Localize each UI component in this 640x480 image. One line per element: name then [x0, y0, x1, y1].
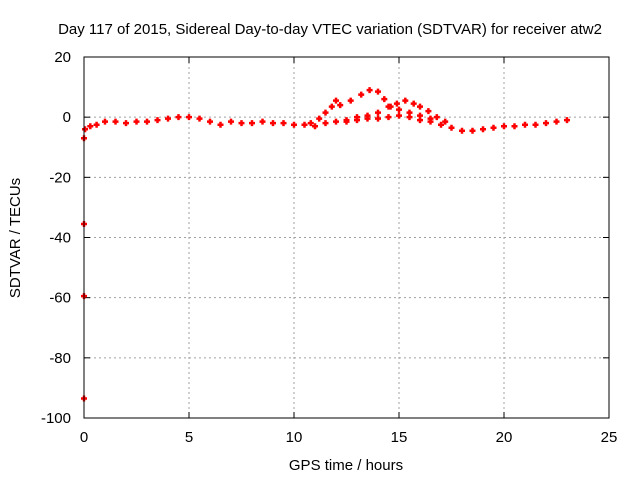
data-point	[427, 115, 434, 122]
data-point	[354, 114, 360, 121]
data-point	[207, 118, 213, 125]
data-point	[259, 118, 266, 125]
x-tick-label: 5	[185, 429, 193, 446]
data-point	[396, 106, 402, 113]
data-point	[480, 126, 486, 133]
data-point	[442, 118, 449, 125]
data-point	[280, 120, 287, 127]
data-point	[133, 118, 140, 125]
data-point	[112, 118, 119, 125]
data-point	[238, 120, 245, 127]
data-point	[322, 120, 329, 127]
y-tick-label: -80	[49, 350, 71, 367]
data-point	[154, 117, 161, 124]
data-point	[375, 115, 381, 122]
data-point	[228, 118, 234, 125]
data-point	[438, 121, 444, 128]
data-point	[358, 91, 365, 98]
data-point	[393, 100, 400, 107]
data-point	[396, 112, 402, 119]
data-point	[385, 103, 392, 110]
data-point	[270, 120, 276, 127]
data-point	[316, 115, 323, 122]
data-points	[81, 87, 570, 402]
x-tick-label: 20	[496, 429, 513, 446]
data-point	[522, 121, 528, 128]
data-point	[102, 118, 108, 125]
y-axis-label: SDTVAR / TECUs	[7, 178, 24, 298]
data-point	[433, 114, 440, 121]
data-point	[385, 114, 392, 121]
data-point	[343, 117, 350, 124]
data-point	[322, 109, 329, 116]
data-point	[175, 114, 182, 121]
data-point	[490, 124, 497, 131]
data-point	[82, 126, 89, 133]
series-main-track	[82, 112, 570, 134]
data-point	[448, 124, 455, 131]
data-point	[87, 123, 94, 130]
data-point	[333, 97, 339, 104]
data-point	[564, 117, 570, 124]
data-point	[144, 118, 150, 125]
data-point	[301, 121, 308, 128]
series-upper-branch-2	[337, 87, 449, 125]
series-upper-branch-3	[343, 103, 434, 124]
y-tick-label: -100	[41, 410, 71, 427]
data-point	[123, 120, 129, 127]
x-tick-label: 15	[391, 429, 408, 446]
data-point	[501, 123, 507, 130]
data-point	[364, 112, 371, 119]
data-point	[186, 114, 192, 121]
data-point	[410, 100, 417, 107]
data-point	[249, 120, 255, 127]
data-point	[417, 112, 423, 119]
data-point	[307, 120, 314, 127]
data-point	[417, 103, 423, 110]
data-point	[291, 121, 297, 128]
y-axis-ticks: -100 -80 -60 -40 -20 0 20	[41, 49, 609, 427]
x-axis-label: GPS time / hours	[289, 457, 403, 474]
data-point	[459, 127, 465, 134]
data-point	[406, 109, 413, 116]
y-tick-label: -40	[49, 230, 71, 247]
data-point	[328, 103, 335, 110]
y-tick-label: 20	[54, 49, 71, 66]
x-tick-label: 10	[286, 429, 303, 446]
chart-title: Day 117 of 2015, Sidereal Day-to-day VTE…	[58, 21, 602, 38]
data-point	[366, 87, 373, 94]
x-tick-label: 25	[601, 429, 618, 446]
y-tick-label: 0	[63, 109, 71, 126]
data-point	[333, 118, 339, 125]
plot-frame	[83, 56, 610, 419]
data-point	[402, 97, 409, 104]
y-tick-label: -20	[49, 169, 71, 186]
data-point	[337, 102, 344, 109]
data-point	[375, 88, 381, 95]
data-point	[543, 120, 549, 127]
data-point	[196, 115, 203, 122]
x-tick-label: 0	[80, 429, 88, 446]
data-point	[381, 96, 388, 103]
data-point	[553, 118, 560, 125]
data-point	[347, 97, 354, 104]
data-point	[165, 115, 171, 122]
x-axis-ticks: 0 5 10 15 20 25	[80, 57, 618, 446]
data-point	[312, 123, 318, 130]
data-point	[532, 121, 539, 128]
series-upper-branch-1	[307, 97, 339, 127]
data-point	[217, 121, 224, 128]
data-point	[375, 109, 381, 116]
data-point	[93, 121, 100, 128]
data-point	[425, 108, 432, 115]
data-point	[469, 127, 476, 134]
y-tick-label: -60	[49, 290, 71, 307]
data-point	[511, 123, 518, 130]
